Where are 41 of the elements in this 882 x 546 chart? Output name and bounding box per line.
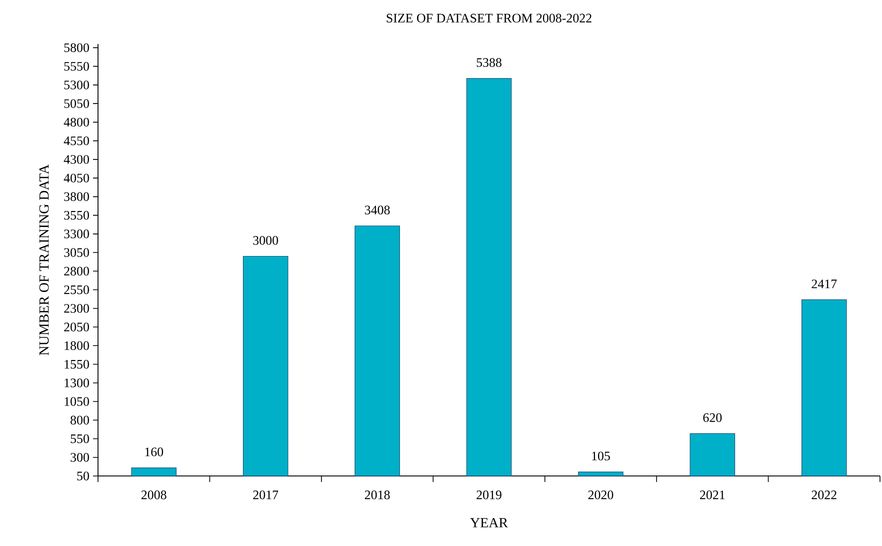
y-tick-label: 1800: [64, 341, 89, 350]
y-tick-label: 1550: [64, 360, 89, 369]
y-tick-label: 2050: [64, 322, 89, 332]
y-tick-label: 3550: [64, 210, 89, 220]
y-tick-label: 2550: [64, 285, 89, 294]
y-tick-label: 50: [77, 472, 89, 480]
y-tick-label: 2300: [64, 304, 89, 313]
data-label: 3000: [253, 236, 278, 245]
y-tick-label: 300: [70, 453, 89, 462]
y-tick-label: 5300: [64, 80, 89, 90]
y-tick-label: 2800: [64, 266, 89, 276]
chart-title: SIZE OF DATASET FROM 2008-2022: [386, 14, 592, 22]
data-label: 160: [145, 448, 164, 456]
x-tick-label: 2021: [700, 490, 725, 500]
data-label: 3408: [364, 206, 390, 214]
y-tick-label: 3300: [64, 230, 89, 238]
x-tick-label: 2022: [812, 490, 836, 500]
y-tick-label: 1050: [64, 397, 89, 406]
y-tick-label: 4800: [64, 118, 89, 127]
y-tick-label: 3800: [64, 192, 89, 202]
y-tick-label: 5050: [64, 99, 89, 108]
y-tick-label: 3050: [64, 248, 89, 257]
y-tick-label: 4050: [64, 174, 89, 182]
data-label: 620: [703, 413, 722, 422]
x-tick-label: 2018: [364, 490, 390, 500]
x-tick-label: 2008: [141, 490, 166, 500]
x-axis-title: YEAR: [470, 518, 508, 528]
y-tick-label: 800: [70, 416, 89, 424]
data-label: 2417: [812, 280, 837, 288]
y-tick-label: 5550: [64, 62, 89, 71]
y-axis-title: NUMBER OF TRAINING DATA: [39, 164, 49, 356]
data-label: 5388: [476, 58, 502, 67]
x-tick-label: 2020: [588, 490, 614, 500]
y-tick-label: 550: [70, 434, 89, 444]
y-tick-label: 4550: [64, 136, 89, 146]
y-tick-label: 1300: [64, 378, 89, 388]
y-tick-label: 5800: [64, 43, 89, 52]
x-tick-label: 2019: [476, 490, 502, 500]
data-label: 105: [592, 452, 610, 460]
x-tick-label: 2017: [253, 490, 278, 500]
y-tick-label: 4300: [64, 155, 89, 164]
